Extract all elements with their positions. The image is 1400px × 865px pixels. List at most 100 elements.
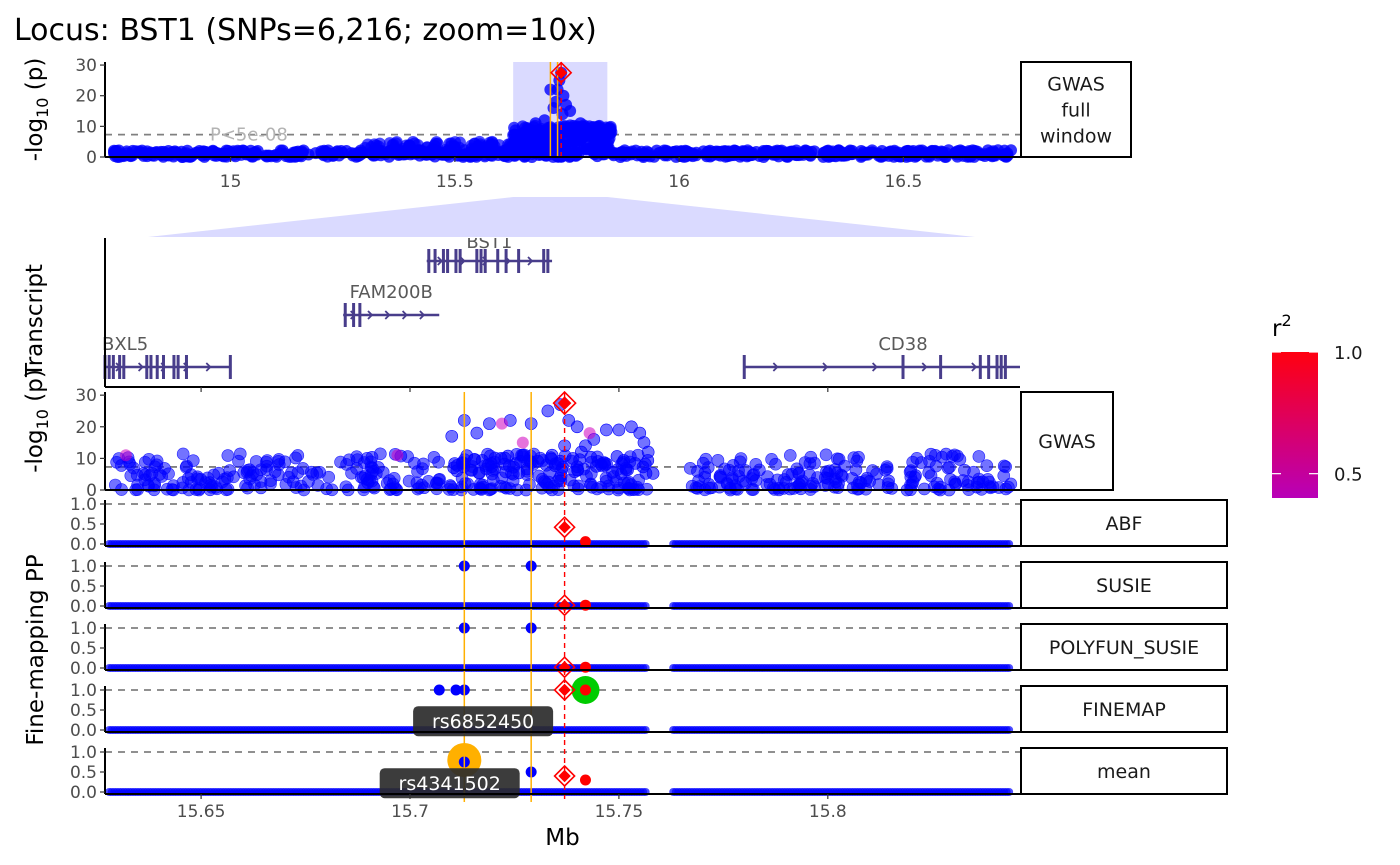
snp-point xyxy=(713,470,727,483)
strand-arrow xyxy=(367,310,374,320)
snp-point xyxy=(916,144,929,157)
snp-point xyxy=(403,139,416,152)
pp-point xyxy=(579,684,591,696)
pp-point xyxy=(579,599,591,611)
pp-point xyxy=(433,684,445,696)
y-tick-label: 20 xyxy=(75,418,97,438)
strand-arrow xyxy=(504,256,511,266)
gene-label: BST1 xyxy=(466,232,512,253)
y-tick-label: 30 xyxy=(75,386,97,406)
snp-point xyxy=(360,452,374,465)
strand-arrow xyxy=(205,362,212,372)
snp-point xyxy=(150,146,163,159)
y-tick-label: 1.0 xyxy=(70,743,97,763)
strip-label: ABF xyxy=(1106,513,1143,535)
snp-point xyxy=(123,149,136,162)
snp-point xyxy=(264,474,278,487)
lead-snp-marker xyxy=(553,678,576,702)
strip-box xyxy=(1020,391,1114,491)
snp-point xyxy=(745,472,759,485)
snp-point xyxy=(176,481,189,495)
lead-snp-marker xyxy=(553,764,576,788)
snp-point xyxy=(565,130,578,143)
strand-arrow xyxy=(115,362,122,372)
snp-point xyxy=(742,149,755,162)
snp-point xyxy=(690,146,703,159)
snp-point xyxy=(291,449,305,462)
snp-point xyxy=(461,477,474,491)
strip-label: SUSIE xyxy=(1096,575,1152,597)
mean-panel: rs4341502 0.00.51.0 mean 15.65 15.7 15.75 15.8… xyxy=(70,740,1228,851)
snp-point xyxy=(110,455,123,469)
exon xyxy=(441,249,445,273)
snp-point xyxy=(427,451,441,464)
snp-point xyxy=(612,423,626,437)
snp-point xyxy=(483,417,496,430)
r2-legend: r2 1.0 0.5 xyxy=(1272,311,1363,498)
snp-point xyxy=(340,145,353,158)
snp-point xyxy=(888,144,901,157)
snp-point xyxy=(699,452,713,466)
snp-point xyxy=(458,144,471,157)
exon xyxy=(155,355,159,379)
snp-point xyxy=(929,459,943,473)
transcript-panel: BST1 FAM200B BXL5 CD38 Transcript xyxy=(22,232,1020,388)
x-tick-label: 15.7 xyxy=(391,802,429,822)
snp-point xyxy=(474,138,487,151)
strand-arrow xyxy=(350,310,356,320)
exon xyxy=(433,249,437,273)
exon xyxy=(228,355,232,379)
y-tick-label: 0.0 xyxy=(70,721,97,741)
snp-point xyxy=(249,146,262,159)
snp-point xyxy=(322,470,336,484)
snp-point xyxy=(822,144,835,157)
exon xyxy=(446,249,450,273)
strand-arrow xyxy=(401,310,408,320)
exon xyxy=(496,249,500,273)
y-tick-label: 1.0 xyxy=(70,495,97,515)
gwas-zoom-panel: 0 10 20 30 -log10 (p) GWAS xyxy=(22,369,1114,501)
snp-point xyxy=(566,452,580,465)
snp-point xyxy=(962,475,975,489)
snp-point xyxy=(602,479,615,493)
snp-point-r2 xyxy=(516,436,529,449)
exon xyxy=(995,355,999,379)
pp-point xyxy=(579,536,591,548)
snp-point xyxy=(571,463,584,477)
strand-arrow xyxy=(419,310,426,320)
exon xyxy=(172,355,176,379)
snp-point xyxy=(200,146,213,159)
snp-label-box xyxy=(379,768,520,799)
plot-title: Locus: BST1 (SNPs=6,216; zoom=10x) xyxy=(14,13,597,48)
snp-point xyxy=(880,460,894,474)
snp-label: rs4341502 xyxy=(379,768,520,799)
snp-point xyxy=(732,470,746,483)
snp-point xyxy=(468,453,481,466)
snp-point xyxy=(232,454,245,468)
snp-point xyxy=(734,452,748,465)
exon xyxy=(176,355,180,379)
snp-point xyxy=(211,148,224,161)
snp-point xyxy=(692,474,705,488)
snp-point xyxy=(430,477,443,490)
snp-point xyxy=(791,148,804,161)
exon xyxy=(483,249,487,273)
exon xyxy=(978,355,982,379)
gene-label: BXL5 xyxy=(102,334,148,355)
snp-point xyxy=(570,420,584,434)
x-axis-label: Mb xyxy=(545,825,579,851)
snp-point xyxy=(944,473,957,486)
snp-point xyxy=(1004,477,1018,491)
snp-point xyxy=(411,465,424,478)
gene-cd38: CD38 xyxy=(742,334,1020,379)
strand-arrow xyxy=(384,310,391,320)
snp-point xyxy=(906,475,920,489)
strip-label: FINEMAP xyxy=(1082,699,1166,721)
lead-snp-marker xyxy=(550,61,573,84)
legend-label: 0.5 xyxy=(1334,465,1363,486)
strand-arrow xyxy=(482,256,489,266)
x-tick-label: 15.75 xyxy=(595,802,644,822)
significance-label: P<5e-08 xyxy=(210,125,288,146)
snp-point xyxy=(366,461,379,475)
snp-point xyxy=(413,481,426,494)
